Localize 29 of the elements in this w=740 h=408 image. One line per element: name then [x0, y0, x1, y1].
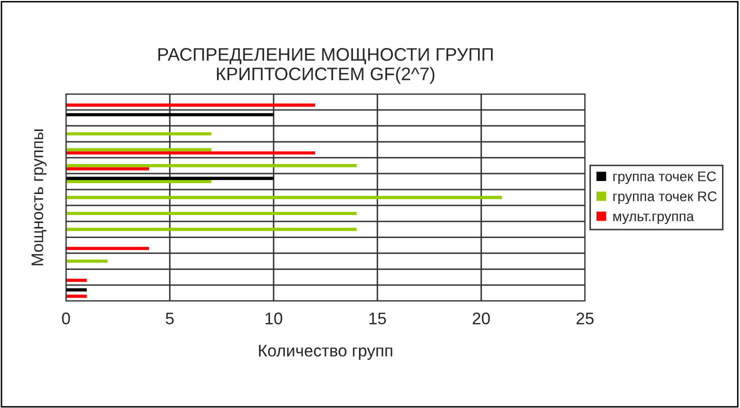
bar — [66, 132, 212, 136]
bar — [66, 167, 150, 170]
bar — [66, 196, 502, 200]
x-tick-label: 10 — [266, 312, 282, 324]
bar — [66, 260, 108, 263]
bar — [66, 113, 274, 116]
legend-label: группа точек RC — [613, 191, 717, 204]
bar — [66, 212, 357, 216]
bar — [66, 278, 87, 282]
bar — [66, 164, 357, 168]
x-tick-label: 20 — [472, 312, 490, 324]
bar — [66, 246, 150, 250]
bar — [66, 151, 316, 155]
x-axis-title: Количество групп — [259, 344, 392, 360]
bar — [66, 294, 87, 298]
legend-label: группа точек EC — [613, 171, 716, 184]
x-tick-label: 15 — [369, 312, 386, 324]
y-axis-title: Мощность группы — [32, 129, 47, 266]
bar — [66, 288, 87, 292]
bar — [66, 180, 212, 184]
chart-title: РАСПРЕДЕЛЕНИЕ МОЩНОСТИ ГРУПП КРИПТОСИСТЕМ GF(2^7) — [158, 48, 493, 84]
x-tick-label: 0 — [62, 312, 70, 324]
bar — [66, 104, 316, 107]
x-tick-label: 25 — [576, 312, 594, 324]
bar — [66, 148, 212, 152]
bar — [66, 176, 274, 180]
bar — [66, 228, 357, 231]
legend-label: мульт.группа — [613, 214, 694, 224]
x-tick-label: 5 — [166, 312, 174, 324]
